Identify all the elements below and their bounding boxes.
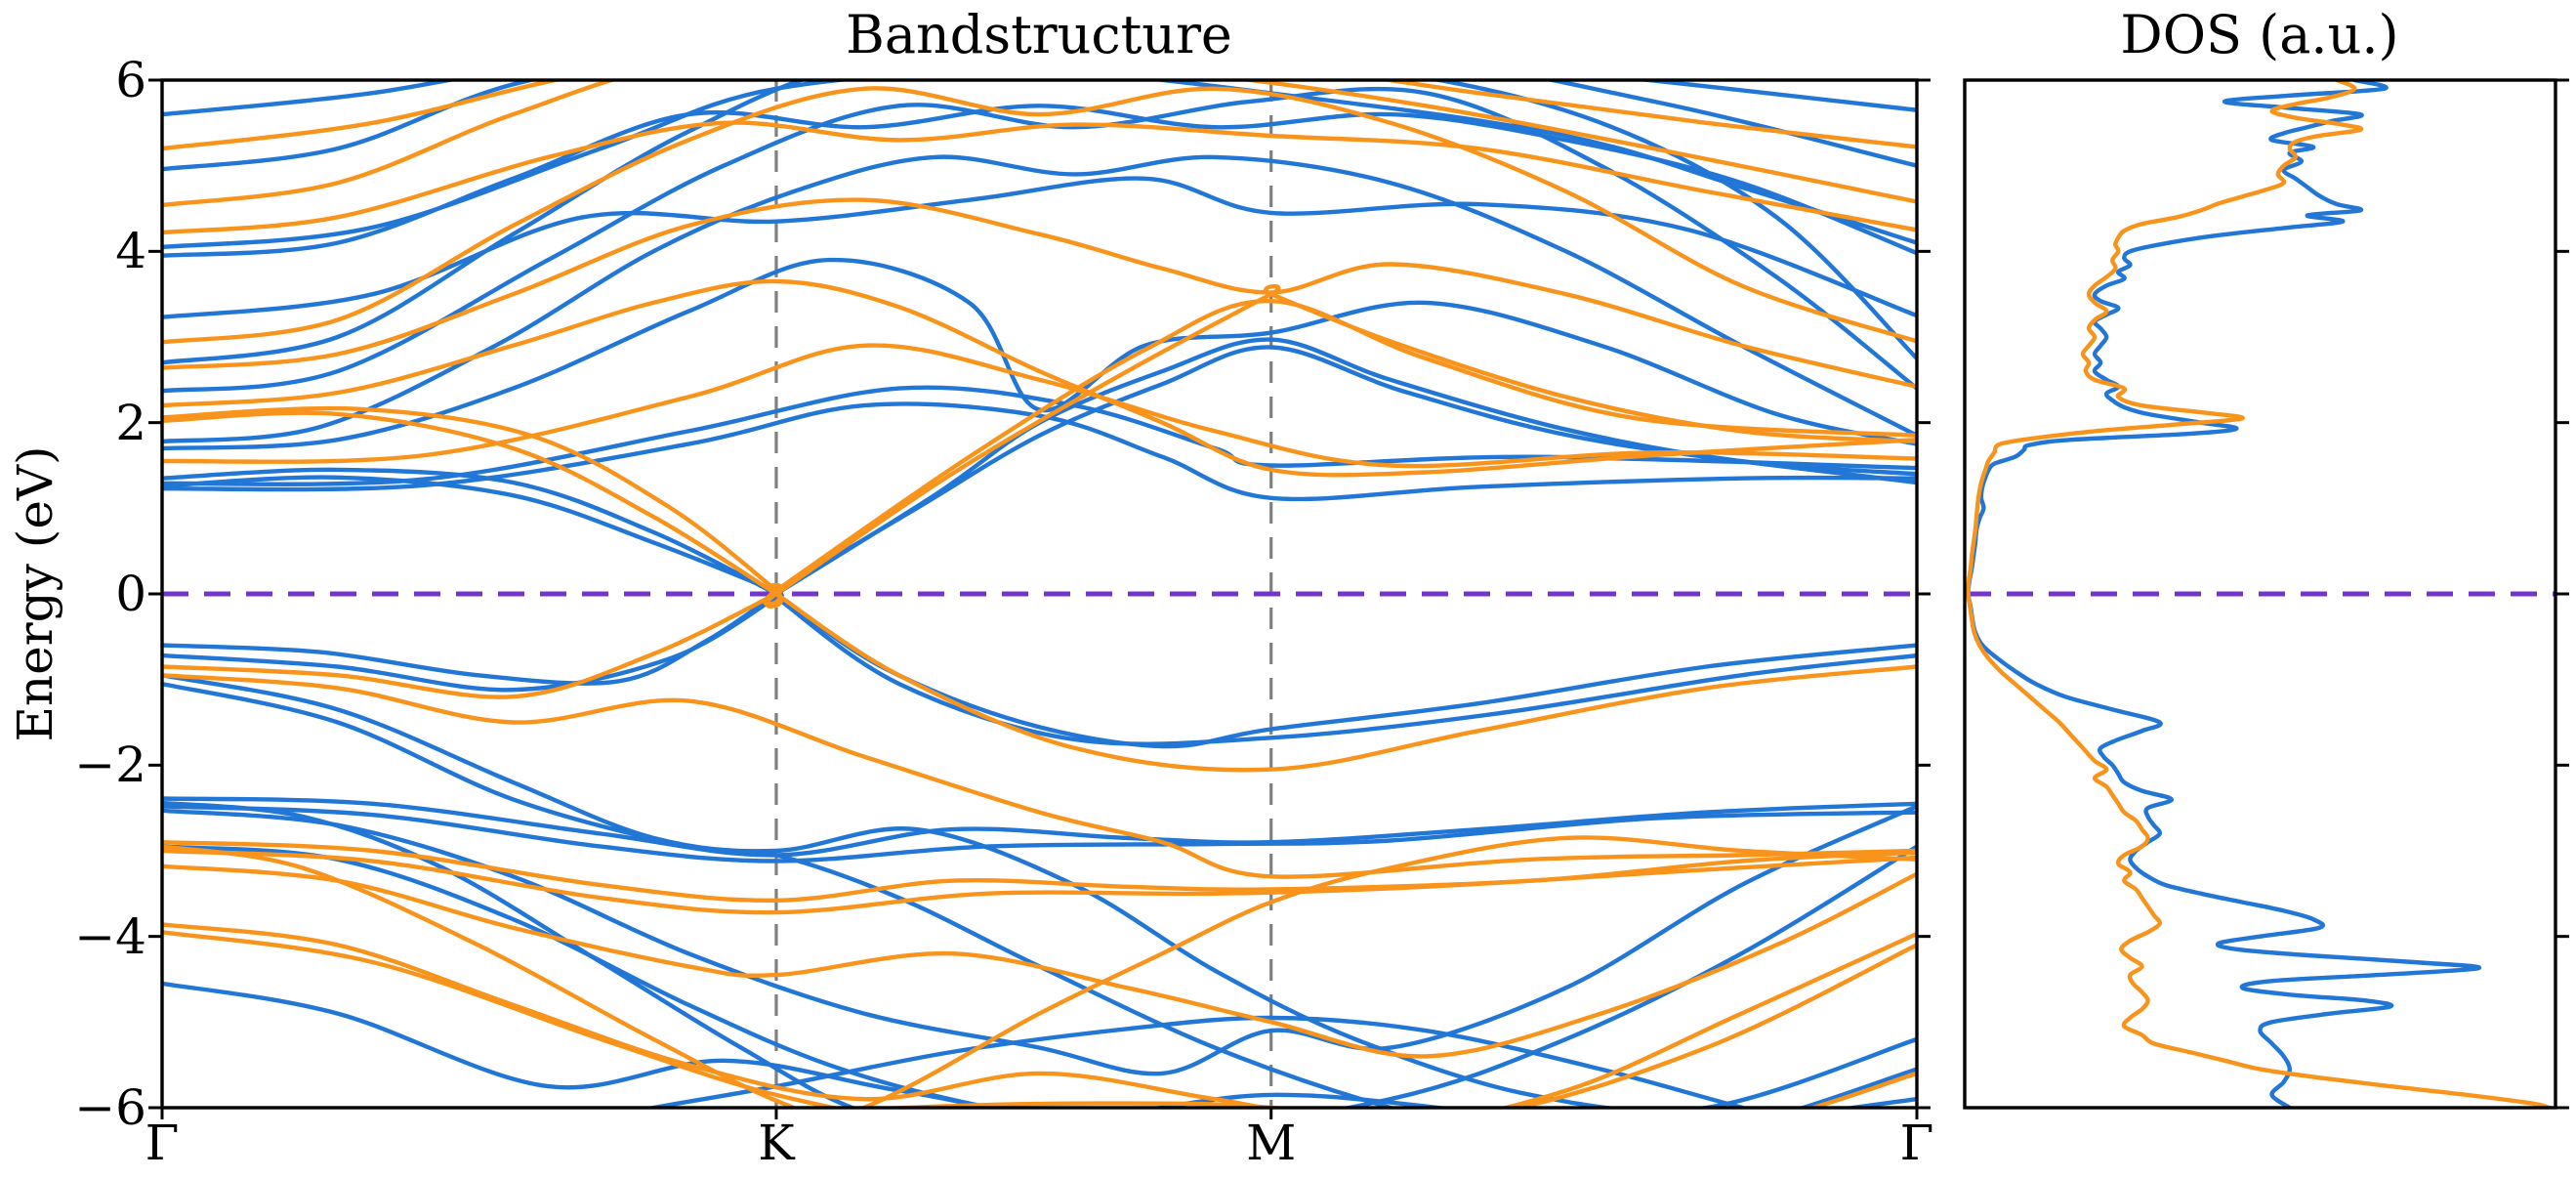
y-tick-label-0: 0 [115, 566, 146, 622]
band-line-orange [162, 120, 1917, 235]
band-line-blue [162, 804, 1917, 863]
band-line-blue [162, 844, 1917, 1108]
band-line-orange [162, 863, 1917, 1059]
y-tick-label-6: 6 [115, 52, 146, 108]
band-line-blue [162, 80, 1917, 117]
band-line-orange [162, 298, 1917, 607]
band-line-blue [162, 401, 1917, 502]
band-line-blue [162, 981, 1458, 1108]
band-line-orange [857, 835, 1917, 1108]
band-line-orange [162, 840, 1917, 904]
band-line-blue [162, 86, 1917, 394]
band-line-orange [162, 197, 1917, 389]
band-line-orange [162, 80, 1917, 208]
dos-panel-title: DOS (a.u.) [2120, 4, 2399, 65]
band-line-blue [162, 585, 1917, 746]
dos-curve-orange [1966, 80, 2553, 1108]
band-line-orange [860, 1101, 1294, 1108]
y-tick-label--6: −6 [74, 1079, 146, 1136]
y-tick-label--4: −4 [74, 907, 146, 965]
band-line-orange [162, 930, 1917, 1108]
band-line-blue [162, 257, 1917, 451]
band-line-blue [162, 584, 1917, 749]
band-line-orange [162, 673, 1917, 879]
band-line-blue [162, 80, 1917, 172]
x-tick-label-3-Γ: Γ [1899, 1115, 1934, 1171]
band-line-blue [641, 1015, 1751, 1108]
band-line-blue [162, 345, 1917, 603]
band-line-blue [162, 385, 1917, 486]
band-line-blue [162, 80, 1917, 365]
x-tick-label-2-M: M [1246, 1115, 1297, 1171]
band-line-orange [162, 844, 1917, 1108]
band-line-blue [162, 80, 1917, 250]
y-tick-label-2: 2 [115, 394, 146, 451]
band-line-orange [162, 283, 1917, 609]
band-line-orange [162, 582, 1917, 773]
band-line-orange [162, 343, 1917, 469]
band-line-orange [162, 922, 1917, 1108]
band-line-blue [162, 176, 1917, 319]
y-tick-label--2: −2 [74, 737, 146, 794]
y-tick-label-4: 4 [115, 223, 146, 280]
band-line-blue [162, 681, 1917, 1108]
band-line-blue [162, 673, 1917, 1108]
band-line-blue [162, 337, 1917, 607]
x-tick-label-1-K: K [758, 1115, 795, 1171]
band-line-orange [162, 278, 1917, 478]
x-tick-label-0-Γ: Γ [145, 1115, 180, 1171]
band-line-orange [162, 80, 1917, 151]
band-line-orange [162, 86, 1917, 345]
band-line-orange [162, 848, 1917, 915]
band-panel-title: Bandstructure [846, 4, 1232, 65]
